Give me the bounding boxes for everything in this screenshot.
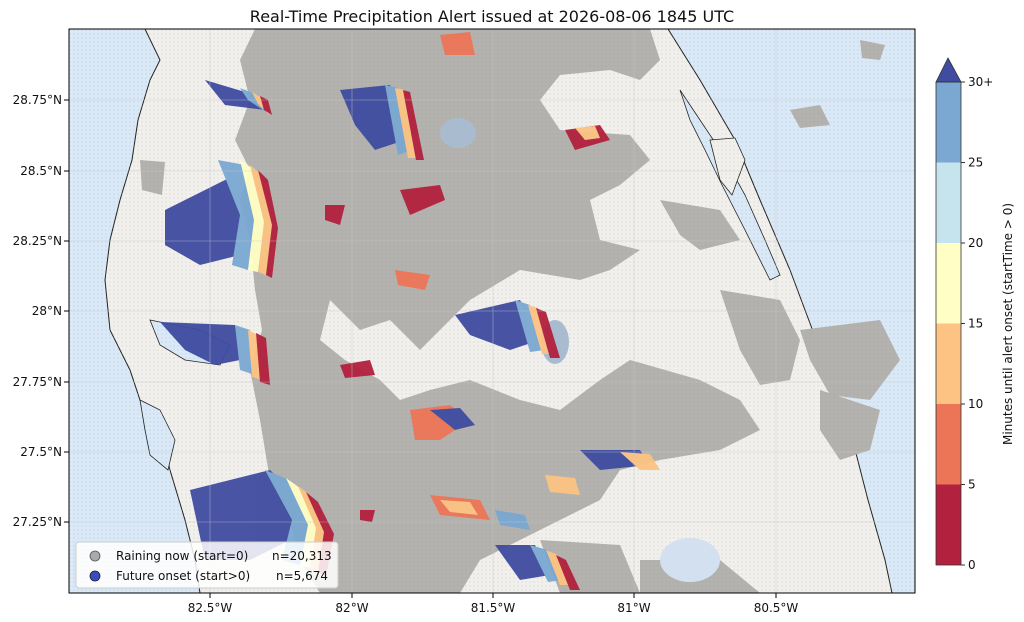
colorbar-tick-label: 10	[968, 397, 983, 411]
legend-count-future-onset: n=5,674	[276, 569, 328, 583]
colorbar-tick-label: 0	[968, 558, 976, 572]
y-axis: 28.75°N 28.5°N 28.25°N 28°N 27.75°N 27.5…	[13, 93, 69, 529]
x-tick-label: 82°W	[335, 601, 368, 615]
x-tick-label: 81.5°W	[471, 601, 516, 615]
onset-band-north-central	[340, 85, 424, 160]
colorbar-tick-label: 30+	[968, 75, 993, 89]
onset-band-misc	[325, 32, 660, 530]
future-onset-marker	[89, 570, 101, 582]
onset-band-south-central	[495, 545, 580, 590]
map-title: Real-Time Precipitation Alert issued at …	[250, 7, 734, 26]
x-tick-label: 80.5°W	[754, 601, 799, 615]
onset-band-tampa	[160, 322, 270, 385]
y-tick-label: 27.75°N	[13, 375, 62, 389]
x-tick-label: 82.5°W	[188, 601, 233, 615]
colorbar-ticks: 0 5 10 15 20 25 30+	[961, 75, 993, 572]
y-tick-label: 28.25°N	[13, 234, 62, 248]
legend: Raining now (start=0) n=20,313 Future on…	[75, 541, 339, 589]
y-tick-label: 28.5°N	[20, 164, 62, 178]
x-tick-label: 81°W	[617, 601, 650, 615]
colorbar-bins	[936, 82, 961, 565]
raining-now-marker	[89, 550, 101, 562]
colorbar-bin	[936, 484, 961, 565]
x-axis: 82.5°W 82°W 81.5°W 81°W 80.5°W	[188, 593, 799, 615]
legend-box	[75, 541, 339, 589]
colorbar-tick-label: 20	[968, 236, 983, 250]
y-tick-label: 28.75°N	[13, 93, 62, 107]
legend-label-future-onset: Future onset (start>0)	[116, 569, 250, 583]
onset-band-coast-285	[165, 160, 278, 278]
legend-label-raining-now: Raining now (start=0)	[116, 549, 248, 563]
colorbar: 0 5 10 15 20 25 30+ Minutes until alert onset …	[935, 57, 1015, 572]
colorbar-tick-label: 25	[968, 156, 983, 170]
map-area	[69, 29, 915, 593]
colorbar-bin	[936, 82, 961, 163]
colorbar-bin	[936, 243, 961, 324]
y-tick-label: 28°N	[32, 304, 62, 318]
legend-count-raining-now: n=20,313	[272, 549, 332, 563]
colorbar-bin	[936, 323, 961, 404]
y-tick-label: 27.5°N	[20, 445, 62, 459]
colorbar-tick-label: 15	[968, 317, 983, 331]
graticule	[69, 29, 915, 593]
colorbar-bin	[936, 162, 961, 243]
colorbar-extend-arrow	[935, 57, 962, 83]
colorbar-tick-label: 5	[968, 478, 976, 492]
colorbar-bin	[936, 404, 961, 485]
colorbar-label: Minutes until alert onset (startTime > 0…	[1001, 203, 1015, 445]
y-tick-label: 27.25°N	[13, 515, 62, 529]
onset-band-central-east	[455, 300, 560, 358]
